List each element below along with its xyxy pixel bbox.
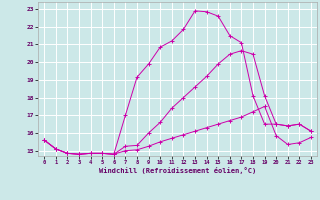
- X-axis label: Windchill (Refroidissement éolien,°C): Windchill (Refroidissement éolien,°C): [99, 167, 256, 174]
